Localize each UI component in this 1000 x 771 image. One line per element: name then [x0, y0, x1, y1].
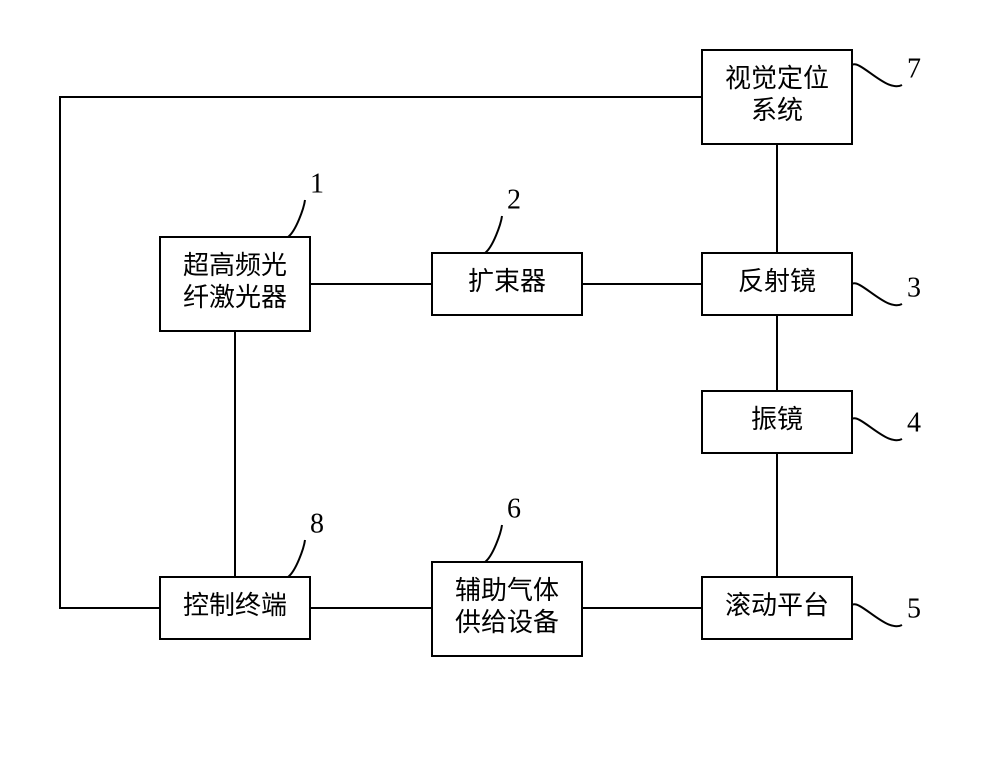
node-n4: 振镜 4 [702, 391, 921, 453]
node-n1: 超高频光纤激光器 1 [160, 168, 324, 331]
callout-n4-number: 4 [907, 407, 921, 438]
node-n4-label-line-0: 振镜 [751, 405, 803, 434]
callout-n5-curve [852, 604, 902, 626]
node-n2: 扩束器 2 [432, 184, 582, 315]
diagram-canvas: 超高频光纤激光器 1 扩束器 2 反射镜 3 振镜 4 滚动平台 5 辅助气体供给设备 6 视觉定位系统… [0, 0, 1000, 771]
node-n6-label-line-0: 辅助气体 [455, 576, 559, 605]
callout-n6-number: 6 [507, 493, 521, 524]
node-n5: 滚动平台 5 [702, 577, 921, 639]
callout-n5-number: 5 [907, 593, 921, 624]
callout-n2-number: 2 [507, 184, 521, 215]
callout-n6-curve [485, 525, 502, 562]
callout-n7-number: 7 [907, 53, 921, 84]
callout-n1-curve [288, 200, 305, 237]
node-n5-label-line-0: 滚动平台 [725, 591, 829, 620]
callout-n7-curve [852, 64, 902, 86]
node-n2-label-line-0: 扩束器 [468, 267, 546, 296]
edge-n8-n7 [60, 97, 702, 608]
node-n7: 视觉定位系统 7 [702, 50, 921, 144]
callout-n1-number: 1 [310, 168, 324, 199]
node-n6-label-line-1: 供给设备 [455, 608, 559, 637]
edges-layer [60, 97, 777, 608]
node-n7-label-line-1: 系统 [751, 96, 803, 125]
node-n8-label-line-0: 控制终端 [183, 591, 287, 620]
callout-n3-number: 3 [907, 272, 921, 303]
node-n8: 控制终端 8 [160, 508, 324, 639]
node-n1-label-line-0: 超高频光 [183, 251, 287, 280]
node-n7-label-line-0: 视觉定位 [725, 64, 829, 93]
node-n3-label-line-0: 反射镜 [738, 267, 816, 296]
node-n6: 辅助气体供给设备 6 [432, 493, 582, 656]
callout-n2-curve [485, 216, 502, 253]
nodes-layer: 超高频光纤激光器 1 扩束器 2 反射镜 3 振镜 4 滚动平台 5 辅助气体供给设备 6 视觉定位系统… [160, 50, 921, 656]
callout-n8-curve [288, 540, 305, 577]
node-n3: 反射镜 3 [702, 253, 921, 315]
node-n1-label-line-1: 纤激光器 [183, 283, 287, 312]
callout-n8-number: 8 [310, 508, 324, 539]
callout-n4-curve [852, 418, 902, 440]
callout-n3-curve [852, 283, 902, 305]
